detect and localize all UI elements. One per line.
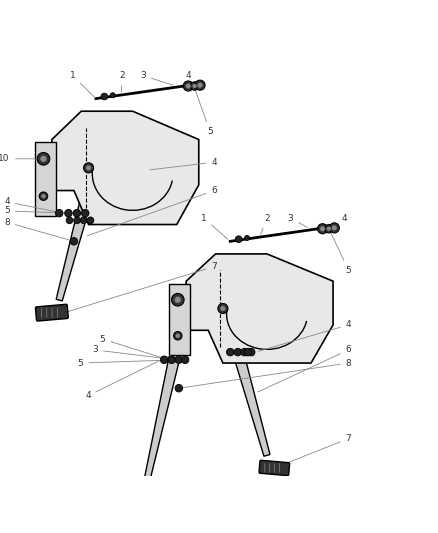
Circle shape bbox=[176, 334, 180, 338]
Circle shape bbox=[160, 356, 168, 364]
Circle shape bbox=[226, 349, 234, 356]
Circle shape bbox=[327, 227, 331, 231]
Text: 8: 8 bbox=[182, 359, 351, 388]
Circle shape bbox=[220, 306, 226, 311]
Circle shape bbox=[65, 209, 72, 217]
Circle shape bbox=[172, 294, 184, 306]
Polygon shape bbox=[56, 172, 99, 301]
Circle shape bbox=[73, 209, 81, 217]
Text: 4: 4 bbox=[335, 214, 347, 227]
Circle shape bbox=[175, 296, 181, 303]
Circle shape bbox=[192, 84, 197, 88]
FancyBboxPatch shape bbox=[127, 495, 158, 512]
Circle shape bbox=[241, 349, 248, 356]
Circle shape bbox=[186, 84, 191, 88]
Bar bbox=[170, 284, 191, 354]
Text: 2: 2 bbox=[261, 214, 270, 235]
Circle shape bbox=[110, 93, 115, 98]
Circle shape bbox=[181, 356, 189, 364]
Text: 4: 4 bbox=[4, 197, 61, 213]
Text: 2: 2 bbox=[120, 71, 125, 92]
Polygon shape bbox=[221, 312, 270, 456]
Polygon shape bbox=[186, 254, 333, 363]
Text: 5: 5 bbox=[330, 231, 351, 275]
Circle shape bbox=[175, 384, 183, 392]
Circle shape bbox=[81, 209, 89, 217]
Circle shape bbox=[191, 82, 199, 90]
Text: 4: 4 bbox=[150, 158, 217, 170]
FancyBboxPatch shape bbox=[259, 461, 290, 475]
Circle shape bbox=[175, 356, 183, 364]
Circle shape bbox=[84, 163, 94, 173]
Circle shape bbox=[87, 217, 94, 224]
Text: 9: 9 bbox=[0, 532, 1, 533]
Text: 5: 5 bbox=[4, 206, 69, 215]
Circle shape bbox=[74, 217, 81, 224]
Text: 5: 5 bbox=[195, 91, 213, 136]
Text: 7: 7 bbox=[67, 262, 217, 312]
Circle shape bbox=[234, 349, 242, 356]
Text: 4: 4 bbox=[85, 354, 172, 400]
FancyBboxPatch shape bbox=[35, 304, 68, 321]
Text: 7: 7 bbox=[277, 434, 351, 467]
Text: 5: 5 bbox=[78, 359, 176, 368]
Circle shape bbox=[218, 303, 228, 313]
Circle shape bbox=[195, 80, 205, 90]
Circle shape bbox=[318, 224, 328, 234]
Circle shape bbox=[183, 81, 193, 91]
Circle shape bbox=[332, 225, 337, 230]
Circle shape bbox=[235, 236, 242, 243]
Text: 4: 4 bbox=[186, 71, 198, 83]
Circle shape bbox=[70, 238, 78, 245]
Circle shape bbox=[81, 217, 87, 224]
Text: 3: 3 bbox=[92, 345, 173, 359]
Circle shape bbox=[41, 194, 46, 198]
Circle shape bbox=[198, 83, 202, 88]
Circle shape bbox=[37, 152, 50, 165]
Polygon shape bbox=[52, 111, 199, 224]
Text: 8: 8 bbox=[4, 218, 71, 240]
Text: 6: 6 bbox=[87, 186, 217, 236]
Text: 3: 3 bbox=[288, 214, 307, 228]
Circle shape bbox=[173, 332, 182, 340]
Text: 6: 6 bbox=[258, 345, 351, 392]
Circle shape bbox=[329, 223, 339, 233]
Text: 5: 5 bbox=[99, 335, 166, 359]
Text: 10: 10 bbox=[0, 154, 41, 163]
Circle shape bbox=[244, 349, 252, 356]
Circle shape bbox=[320, 226, 325, 231]
Circle shape bbox=[40, 156, 46, 162]
Bar bbox=[35, 142, 56, 216]
Circle shape bbox=[168, 356, 176, 364]
Text: 3: 3 bbox=[140, 71, 173, 85]
Circle shape bbox=[244, 236, 250, 240]
Text: 1: 1 bbox=[70, 71, 94, 96]
Circle shape bbox=[39, 192, 48, 200]
Circle shape bbox=[56, 209, 63, 217]
Circle shape bbox=[247, 349, 255, 356]
Circle shape bbox=[66, 217, 73, 224]
Circle shape bbox=[101, 93, 108, 100]
Circle shape bbox=[325, 224, 333, 233]
Text: 1: 1 bbox=[201, 214, 228, 239]
Text: 4: 4 bbox=[258, 320, 351, 351]
Circle shape bbox=[86, 165, 91, 171]
Polygon shape bbox=[142, 357, 180, 489]
